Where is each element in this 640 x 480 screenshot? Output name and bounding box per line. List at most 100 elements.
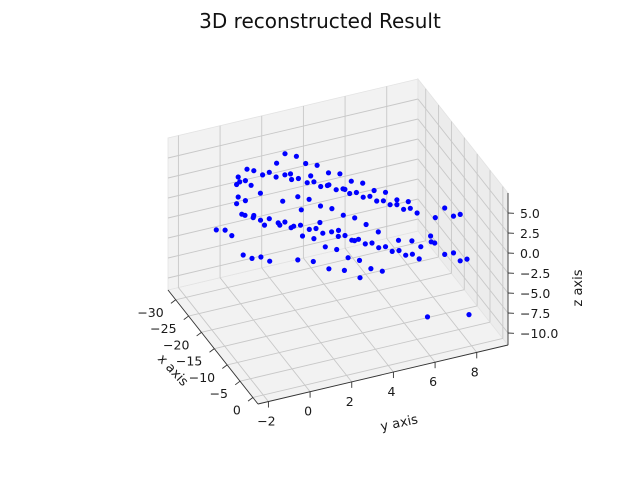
data-point	[282, 172, 288, 178]
grid-line	[239, 321, 491, 382]
data-point	[348, 178, 354, 184]
data-point	[382, 189, 389, 195]
data-point	[318, 183, 324, 190]
grid-line	[188, 256, 439, 317]
y-axis-line	[257, 344, 509, 405]
tick-mark	[222, 364, 228, 369]
data-point	[353, 189, 359, 196]
data-point	[277, 222, 283, 228]
data-point	[326, 266, 332, 272]
grid-line	[303, 257, 394, 373]
data-point	[234, 181, 240, 188]
data-point	[250, 215, 256, 221]
x-tick-label: −25	[150, 321, 176, 336]
y-tick-label: 8	[471, 364, 479, 379]
grid-line	[252, 338, 503, 398]
data-point	[234, 201, 240, 207]
data-point	[374, 198, 380, 204]
data-point	[357, 275, 363, 281]
grid-lines	[167, 86, 509, 402]
data-point	[401, 206, 407, 212]
data-point	[380, 198, 386, 204]
grid-line	[201, 272, 452, 333]
data-point	[442, 251, 448, 257]
tick-mark	[234, 380, 241, 386]
grid-line	[261, 267, 353, 383]
grid-line	[417, 218, 509, 334]
data-point	[308, 173, 314, 179]
data-point	[295, 257, 301, 263]
data-point	[416, 256, 422, 262]
data-point	[379, 268, 385, 274]
z-tick-label: 0.0	[520, 246, 540, 261]
data-point	[418, 244, 424, 250]
data-point	[320, 230, 326, 236]
data-point	[317, 203, 324, 209]
data-point	[317, 219, 323, 226]
grid-line	[386, 238, 478, 353]
grid-line	[167, 178, 419, 239]
data-point	[242, 178, 248, 184]
data-point	[325, 170, 332, 176]
grid-line	[417, 118, 509, 234]
grid-line	[417, 178, 509, 294]
x-tick-label: −15	[176, 354, 202, 369]
data-point	[362, 241, 368, 247]
data-point	[363, 221, 369, 228]
data-point	[355, 236, 362, 242]
data-point	[295, 175, 301, 182]
data-point	[298, 207, 304, 213]
grid-line	[214, 289, 465, 350]
data-point	[356, 257, 363, 263]
data-point	[424, 314, 431, 320]
data-point	[289, 176, 295, 183]
x-tick-label: −20	[163, 337, 189, 352]
data-point	[382, 244, 389, 250]
data-point	[389, 248, 395, 254]
z-tick-label: 5.0	[520, 206, 540, 221]
data-point	[311, 236, 317, 242]
data-point	[345, 255, 351, 261]
data-point	[360, 180, 366, 186]
x-tick-label: −5	[210, 386, 228, 401]
z-tick-label: −7.5	[520, 306, 550, 321]
y-axis-label: y axis	[379, 412, 419, 435]
data-point	[313, 225, 319, 232]
tick-mark	[247, 397, 254, 402]
y-tick-label: −2	[257, 414, 275, 429]
data-point	[258, 254, 264, 260]
data-point	[335, 233, 341, 239]
data-point	[342, 232, 348, 239]
data-point	[240, 252, 246, 258]
data-point	[403, 252, 409, 258]
data-point	[242, 198, 248, 204]
data-point	[273, 174, 279, 180]
data-point	[414, 210, 420, 216]
grid-line	[417, 98, 509, 214]
axis-lines	[167, 193, 509, 405]
x-tick-label: 0	[233, 402, 241, 417]
data-point	[314, 162, 320, 168]
y-tick-label: 0	[304, 404, 312, 419]
z-tick-label: −2.5	[520, 266, 550, 281]
grid-line	[167, 118, 419, 179]
tick-marks	[170, 212, 515, 408]
data-point	[341, 267, 347, 273]
data-point	[244, 166, 250, 172]
data-point	[450, 250, 457, 256]
data-point	[407, 205, 413, 211]
grid-line	[417, 158, 509, 274]
data-point	[295, 194, 301, 200]
tick-mark	[196, 331, 202, 337]
data-point	[394, 202, 400, 208]
data-point	[369, 240, 375, 246]
grid-line	[417, 138, 509, 254]
data-point	[293, 153, 299, 159]
data-point	[267, 258, 273, 264]
data-point	[409, 238, 415, 244]
data-point	[222, 227, 228, 233]
data-point	[464, 256, 470, 262]
data-point	[213, 227, 219, 233]
data-point	[266, 169, 272, 175]
